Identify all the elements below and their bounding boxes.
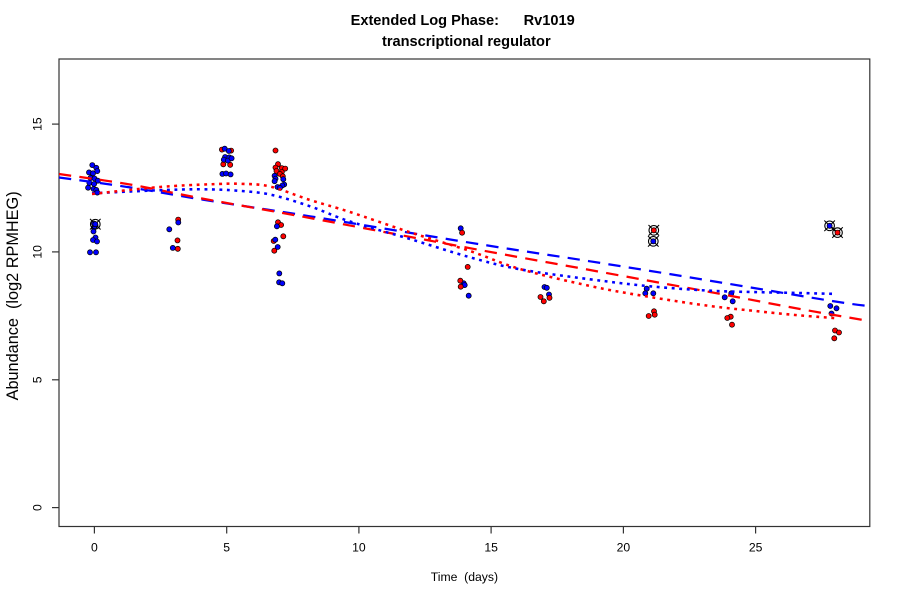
svg-text:Extended Log Phase:: Extended Log Phase: [351, 13, 499, 29]
svg-text:Abundance (log2 RPMHEG): Abundance (log2 RPMHEG) [4, 191, 22, 400]
svg-text:15: 15 [31, 117, 45, 131]
svg-text:15: 15 [484, 541, 498, 555]
svg-text:0: 0 [31, 504, 45, 511]
svg-text:transcriptional regulator: transcriptional regulator [382, 34, 551, 50]
svg-text:5: 5 [31, 376, 45, 383]
svg-text:20: 20 [617, 541, 631, 555]
svg-text:10: 10 [31, 245, 45, 259]
svg-text:5: 5 [223, 541, 230, 555]
svg-text:Rv1019: Rv1019 [524, 13, 575, 29]
svg-text:Time (days): Time (days) [431, 570, 498, 584]
svg-text:10: 10 [352, 541, 366, 555]
svg-text:0: 0 [91, 541, 98, 555]
svg-text:25: 25 [749, 541, 763, 555]
